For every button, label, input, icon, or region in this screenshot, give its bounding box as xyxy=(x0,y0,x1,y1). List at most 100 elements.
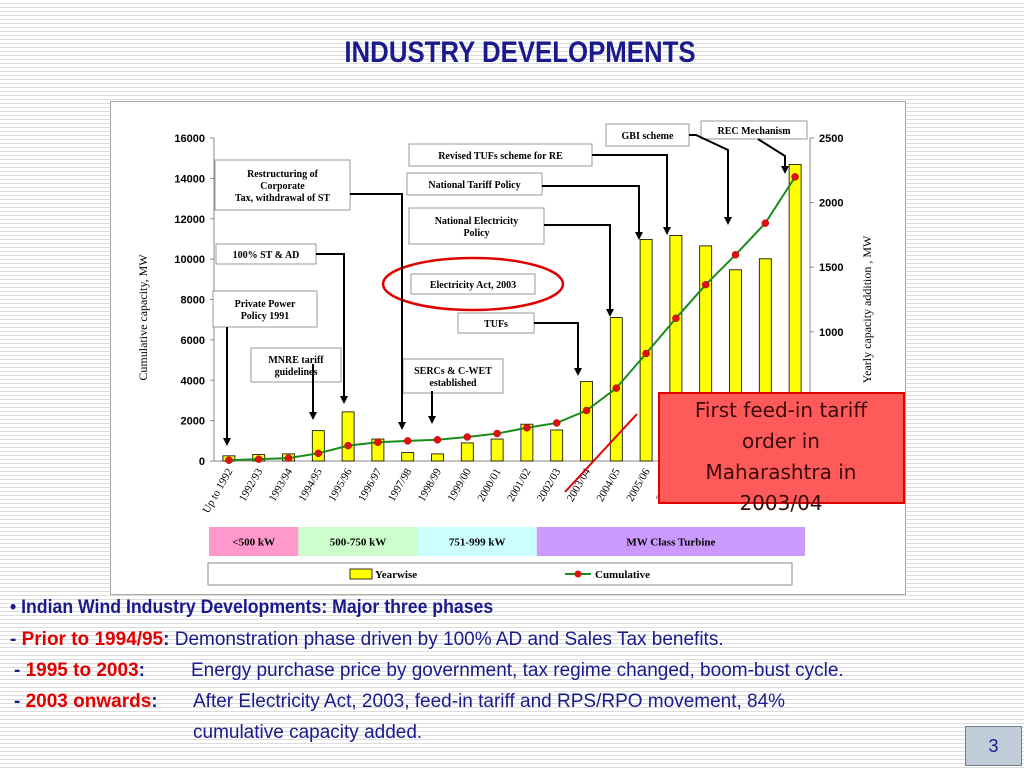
cumulative-point xyxy=(433,436,442,444)
highlight-ellipse xyxy=(381,256,565,312)
annotation-text-nep: Policy xyxy=(463,228,489,239)
phase-item-1: - Prior to 1994/95: Demonstration phase … xyxy=(10,629,724,651)
legend-label-cumulative: Cumulative xyxy=(595,569,650,581)
bar xyxy=(431,453,444,462)
callout-box xyxy=(658,392,905,504)
annotation-text-rec: REC Mechanism xyxy=(717,126,791,137)
x-tick-label: 2000/01 xyxy=(475,467,503,504)
cumulative-point xyxy=(225,456,233,464)
y-axis-title: Cumulative capacity, MW xyxy=(136,254,150,381)
cumulative-point xyxy=(552,419,561,427)
x-tick-label: 2003/04 xyxy=(565,466,594,504)
y-tick-label: 4000 xyxy=(181,375,205,387)
cumulative-point xyxy=(612,384,621,392)
phase-label: 1995 to 2003 xyxy=(25,660,139,681)
cumulative-point xyxy=(701,280,710,289)
annotation-box-sercs xyxy=(402,358,504,394)
chart-container: 0 2000 4000 6000 8000 10000 12000 14000 16000 100… xyxy=(110,101,906,595)
annotation-box-mnre xyxy=(250,347,342,383)
bar xyxy=(550,429,564,462)
cumulative-point xyxy=(493,429,501,438)
annotation-text-sercs: established xyxy=(429,378,477,389)
y-tick-label: 16000 xyxy=(174,133,205,145)
phase-dash: - xyxy=(10,629,22,650)
annotation-arrow xyxy=(534,322,582,376)
annotation-box-rec xyxy=(700,120,808,140)
y2-axis-title: Yearly capacity addition , MW xyxy=(860,235,874,383)
bar xyxy=(341,411,355,462)
annotation-text-private-power: Private Power xyxy=(235,299,296,310)
annotation-text-restructuring: Tax, withdrawal of ST xyxy=(235,193,331,204)
annotation-box-nep xyxy=(408,207,545,245)
annotation-text-mnre: MNRE tariff xyxy=(268,355,324,366)
x-tick-label: 1994/95 xyxy=(296,466,325,504)
annotation-text-sercs: SERCs & C-WET xyxy=(414,366,492,377)
legend-point-cumulative xyxy=(574,570,582,578)
callout-text: Maharashtra in xyxy=(706,460,857,484)
annotation-text-nep: National Electricity xyxy=(435,216,519,227)
y-tick-label: 0 xyxy=(199,456,205,468)
y-tick-label: 12000 xyxy=(174,214,205,226)
callout-text: First feed-in tariff xyxy=(695,398,868,422)
phase-label: 2003 onwards xyxy=(25,691,152,712)
legend-swatch-yearwise xyxy=(349,568,373,580)
bar xyxy=(490,438,504,462)
annotation-text-st-ad: 100% ST & AD xyxy=(233,250,300,261)
x-tick-label: 1993/94 xyxy=(267,466,296,504)
x-tick-label: 2001/02 xyxy=(505,467,533,504)
bullet-dot: • xyxy=(10,597,22,618)
cumulative-point xyxy=(403,437,412,445)
annotation-arrow xyxy=(757,138,789,174)
annotation-box-private-power xyxy=(212,290,318,328)
phase-item-3-continued: cumulative capacity added. xyxy=(193,722,423,743)
cumulative-point xyxy=(254,455,263,463)
annotation-arrow xyxy=(316,253,348,404)
phase-colon: : xyxy=(163,629,170,650)
annotation-text-revised-tufs: Revised TUFs scheme for RE xyxy=(438,151,563,162)
y2-tick-label: 1500 xyxy=(819,262,843,274)
x-tick-label: 2005/06 xyxy=(624,466,653,504)
callout-text: 2003/04 xyxy=(739,491,822,515)
annotation-text-restructuring: Restructuring of xyxy=(247,169,318,180)
bar xyxy=(401,452,415,462)
phase-label: Prior to 1994/95 xyxy=(21,629,164,650)
cumulative-point xyxy=(731,251,740,259)
legend-label-yearwise: Yearwise xyxy=(375,569,417,581)
cumulative-point xyxy=(672,314,680,323)
annotation-text-ntp: National Tariff Policy xyxy=(428,180,520,191)
cumulative-point xyxy=(463,433,472,441)
y-tick-label: 8000 xyxy=(181,295,205,307)
x-tick-label: 1992/93 xyxy=(237,466,266,504)
annotation-text-tufs: TUFs xyxy=(484,319,508,330)
cumulative-point xyxy=(344,441,352,450)
phase-item-3: - 2003 onwards: After Electricity Act, 2… xyxy=(14,691,785,713)
phase-colon: : xyxy=(138,660,145,681)
phase-colon: : xyxy=(151,691,158,712)
bar xyxy=(460,442,474,462)
annotation-arrow xyxy=(689,134,732,225)
phase-band-label: <500 kW xyxy=(232,537,275,549)
annotation-text-mnre: guidelines xyxy=(275,367,318,378)
x-tick-label: 1997/98 xyxy=(386,466,415,504)
y-tick-label: 2000 xyxy=(181,416,205,428)
phase-band-label: MW Class Turbine xyxy=(626,537,715,549)
cumulative-point xyxy=(314,449,323,458)
x-tick-label: 2002/03 xyxy=(535,466,564,504)
cumulative-point xyxy=(791,173,799,181)
annotation-box-restructuring xyxy=(214,159,351,211)
annotation-text-elec-act: Electricity Act, 2003 xyxy=(430,280,516,291)
phase-text: Demonstration phase driven by 100% AD an… xyxy=(169,629,724,650)
bullet-heading-text: Indian Wind Industry Developments: Major… xyxy=(21,597,494,618)
phase-band-label: 751-999 kW xyxy=(449,537,506,549)
cumulative-point xyxy=(374,438,382,446)
annotation-text-private-power: Policy 1991 xyxy=(241,311,290,322)
cumulative-point xyxy=(523,424,531,432)
phase-dash: - xyxy=(14,660,26,681)
x-tick-label: 1999/00 xyxy=(445,466,474,504)
phase-band-label: 500-750 kW xyxy=(330,537,387,549)
phase-band xyxy=(536,527,805,556)
x-tick-label: 1998/99 xyxy=(416,466,445,504)
phase-dash: - xyxy=(14,691,26,712)
annotation-arrow xyxy=(544,224,614,317)
